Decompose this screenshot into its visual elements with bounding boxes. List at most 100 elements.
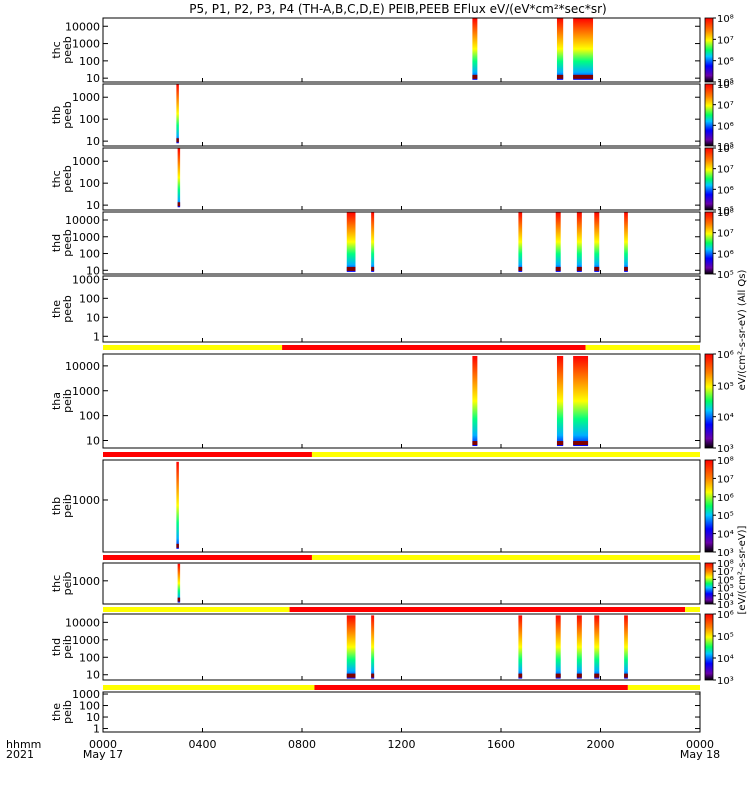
y-axis-label: peib <box>61 572 74 596</box>
y-tick-label: 1000 <box>72 273 100 286</box>
quality-bar-segment <box>103 555 312 560</box>
spectrum-burst <box>594 212 600 272</box>
spectrum-burst <box>472 18 478 80</box>
spectrum-burst-base <box>573 441 589 446</box>
y-tick-label: 1000 <box>72 494 100 507</box>
spectrum-burst-base <box>346 266 356 271</box>
start-date-label: May 17 <box>83 748 123 761</box>
colorbar-tick-label: 10⁴ <box>717 654 734 665</box>
colorbar <box>704 353 714 449</box>
y-axis-label: tha <box>50 392 63 410</box>
colorbar-tick-label: 10⁸ <box>717 559 734 570</box>
spectrum-burst-base <box>576 673 582 678</box>
colorbar-tick-label: 10⁶ <box>717 57 734 68</box>
y-tick-label: 10 <box>86 711 100 724</box>
eib-units-label: [eV/(cm²-s-sr-eV)] <box>737 525 748 614</box>
y-tick-label: 1 <box>93 723 100 736</box>
colorbar-tick-label: 10⁴ <box>717 530 734 541</box>
colorbar-tick-label: 10⁸ <box>717 208 734 219</box>
y-tick-label: 10000 <box>65 360 100 373</box>
y-tick-label: 100 <box>79 177 100 190</box>
colorbar-tick-label: 10³ <box>717 600 734 611</box>
colorbar-tick-label: 10⁵ <box>717 142 734 153</box>
y-tick-label: 10 <box>86 669 100 682</box>
y-axis-label: thd <box>50 234 63 252</box>
spectrum-burst <box>176 461 179 549</box>
y-tick-label: 10000 <box>65 20 100 33</box>
time-format-label: hhmm <box>6 738 41 751</box>
y-axis-label: the <box>50 703 63 721</box>
y-tick-label: 1000 <box>72 91 100 104</box>
colorbar-tick-label: 10⁷ <box>717 35 734 46</box>
quality-bar-segment <box>627 685 700 690</box>
quality-bar-segment <box>282 345 586 350</box>
plot-frame <box>102 17 701 83</box>
spectrum-burst <box>346 212 356 272</box>
spectrum-burst <box>346 615 356 679</box>
plot-frame <box>102 613 701 681</box>
y-axis-label: peeb <box>61 295 74 323</box>
quality-bar-segment <box>289 607 686 612</box>
spectrum-burst-base <box>556 74 564 79</box>
colorbar-tick-label: 10⁵ <box>717 632 734 643</box>
colorbar-tick-label: 10³ <box>717 676 734 687</box>
spectrum-burst-base <box>177 597 181 602</box>
colorbar-tick-label: 10⁶ <box>717 121 734 132</box>
colorbar <box>704 459 714 553</box>
x-tick-label: 0000 <box>89 738 117 751</box>
y-axis-label: peeb <box>61 36 74 64</box>
colorbar-tick-label: 10⁵ <box>717 78 734 89</box>
y-tick-label: 1000 <box>72 231 100 244</box>
colorbar-tick-label: 10⁴ <box>717 592 734 603</box>
y-axis-label: thb <box>50 106 63 124</box>
spectrum-burst <box>371 615 375 679</box>
y-tick-label: 1 <box>93 330 100 343</box>
spectrum-burst-base <box>624 673 628 678</box>
y-tick-label: 100 <box>79 113 100 126</box>
spectrum-burst <box>555 212 561 272</box>
x-tick-label: 0400 <box>189 738 217 751</box>
colorbar-tick-label: 10⁸ <box>717 456 734 467</box>
spectrum-burst <box>371 212 375 272</box>
x-tick-label: 1600 <box>487 738 515 751</box>
y-tick-label: 100 <box>79 700 100 713</box>
y-tick-label: 100 <box>79 292 100 305</box>
spectrum-burst-base <box>176 543 179 548</box>
y-tick-label: 10 <box>86 199 100 212</box>
y-tick-label: 1000 <box>72 688 100 701</box>
x-tick-label: 2000 <box>587 738 615 751</box>
colorbar-tick-label: 10⁵ <box>717 381 734 392</box>
spectrum-burst <box>555 615 561 679</box>
spectrum-burst <box>576 212 582 272</box>
spectrum-burst-base <box>594 673 600 678</box>
y-tick-label: 10000 <box>65 616 100 629</box>
time-axis: 0000 0400 0800 1200 1600 2000 0000 <box>89 738 714 751</box>
y-tick-label: 10 <box>86 435 100 448</box>
spectrum-burst-base <box>576 266 582 271</box>
spectrum-burst <box>573 355 589 447</box>
colorbar-tick-label: 10⁶ <box>717 249 734 260</box>
figure-title: P5, P1, P2, P3, P4 (TH-A,B,C,D,E) PEIB,P… <box>189 2 606 16</box>
colorbar <box>704 211 714 275</box>
spectrum-burst <box>576 615 582 679</box>
spectrum-burst-base <box>555 673 561 678</box>
colorbar <box>704 147 714 211</box>
spectrum-burst <box>177 563 181 603</box>
colorbar-tick-label: 10⁵ <box>717 270 734 281</box>
colorbar-tick-label: 10⁷ <box>717 474 734 485</box>
y-tick-label: 10 <box>86 311 100 324</box>
colorbar-unit-labels: eV/(cm²-s-sr-eV) (All Qs) [eV/(cm²-s-sr-… <box>737 270 748 615</box>
spectrum-burst-base <box>573 74 594 79</box>
colorbar <box>704 17 714 83</box>
y-tick-label: 10000 <box>65 214 100 227</box>
y-axis-label: thc <box>50 170 63 187</box>
colorbar-tick-label: 10⁶ <box>717 185 734 196</box>
colorbar-tick-label: 10³ <box>717 444 734 455</box>
